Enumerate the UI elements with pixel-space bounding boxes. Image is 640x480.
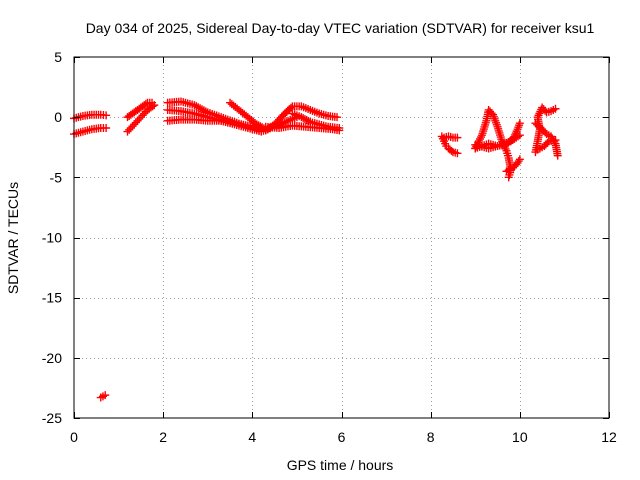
chart-title: Day 034 of 2025, Sidereal Day-to-day VTE… — [86, 20, 595, 36]
y-tick-label: -5 — [50, 169, 63, 185]
x-tick-label: 0 — [70, 429, 78, 445]
data-point-marker — [476, 133, 485, 142]
data-point-marker — [333, 113, 342, 122]
data-point-marker — [148, 98, 157, 107]
data-point-marker — [553, 151, 562, 160]
data-point-marker — [510, 132, 519, 141]
x-tick-label: 2 — [159, 429, 167, 445]
data-point-marker — [510, 130, 519, 139]
x-tick-label: 8 — [427, 429, 435, 445]
series-arc-1a — [70, 110, 111, 123]
data-point-marker — [509, 134, 518, 143]
data-point-marker — [141, 99, 150, 108]
data-point-marker — [453, 133, 462, 142]
plot-frame — [73, 56, 610, 419]
data-point-marker — [102, 111, 111, 120]
data-point-marker — [447, 146, 456, 155]
data-point-marker — [551, 136, 560, 145]
data-point-marker — [501, 144, 510, 153]
x-tick-label: 6 — [338, 429, 346, 445]
series-arc-16 — [531, 103, 560, 157]
y-tick-label: 5 — [54, 49, 62, 65]
data-point-marker — [515, 119, 524, 128]
series-arc-9 — [288, 109, 344, 132]
series-arc-2b — [123, 98, 157, 122]
data-markers — [70, 97, 562, 402]
y-tick-label: 0 — [54, 109, 62, 125]
series-arc-14 — [471, 119, 524, 153]
data-point-marker — [533, 113, 542, 122]
data-point-marker — [453, 149, 462, 158]
data-point-marker — [551, 104, 560, 113]
data-point-marker — [304, 117, 313, 126]
x-axis-label: GPS time / hours — [287, 457, 394, 473]
x-tick-label: 12 — [601, 429, 617, 445]
data-point-marker — [286, 103, 295, 112]
series-arc-2a — [123, 101, 159, 136]
series-arc-1b — [70, 123, 111, 139]
data-point-marker — [102, 123, 111, 132]
y-tick-label: -20 — [42, 350, 62, 366]
data-point-marker — [476, 134, 485, 143]
y-tick-label: -10 — [42, 230, 62, 246]
data-point-marker — [254, 121, 263, 130]
x-tick-label: 10 — [512, 429, 528, 445]
data-point-marker — [302, 116, 311, 125]
data-point-marker — [252, 120, 261, 129]
data-point-marker — [299, 114, 308, 123]
data-point-marker — [515, 155, 524, 164]
data-point-marker — [504, 173, 513, 182]
y-tick-label: -25 — [42, 410, 62, 426]
y-tick-label: -15 — [42, 290, 62, 306]
y-axis-label: SDTVAR / TECUs — [5, 182, 21, 294]
data-point-marker — [514, 157, 523, 166]
series-arc-7 — [261, 102, 342, 135]
data-point-marker — [101, 391, 110, 400]
data-point-marker — [535, 109, 544, 118]
data-point-marker — [297, 113, 306, 122]
axis-ticks: 0 2 4 6 8 10 12 -25 -20 -15 -10 -5 0 5 — [42, 49, 617, 445]
data-point-marker — [512, 127, 521, 136]
data-point-marker — [335, 123, 344, 132]
x-tick-label: 4 — [248, 429, 256, 445]
grid-lines — [74, 57, 609, 418]
series-arc-11 — [440, 132, 462, 142]
series-outlier — [96, 391, 110, 402]
data-point-marker — [534, 111, 543, 120]
series-arc-18 — [533, 136, 560, 154]
series-arc-15 — [502, 155, 524, 176]
data-point-marker — [300, 115, 309, 124]
data-point-marker — [511, 129, 520, 138]
